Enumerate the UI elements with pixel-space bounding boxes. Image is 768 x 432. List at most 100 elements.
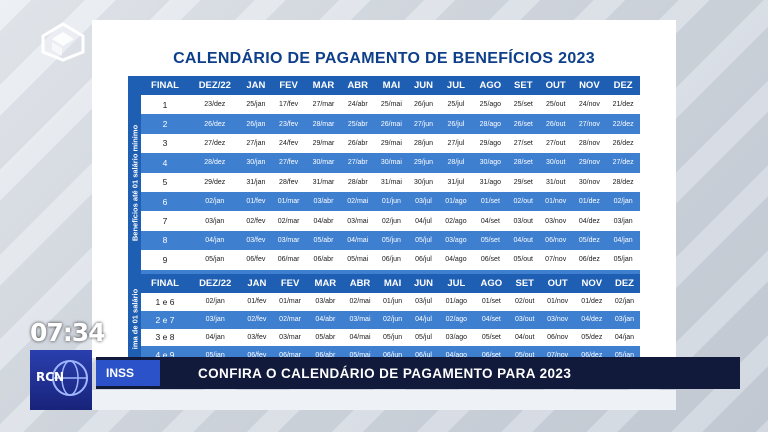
date-cell: 02/ago xyxy=(438,211,474,231)
final-digit-cell: 1 e 6 xyxy=(141,293,189,311)
date-cell: 06/jul xyxy=(408,346,439,358)
date-cell: 27/jan xyxy=(240,133,272,154)
payment-table: FINAL DEZ/22 JAN FEV MAR ABR MAI JUN JUL AGO SET OU… xyxy=(141,274,640,358)
column-header: JAN xyxy=(240,76,272,95)
date-cell: 04/abr xyxy=(307,310,343,329)
date-cell: 28/fev xyxy=(271,172,307,192)
side-label-bar: ima de 01 salário xyxy=(128,274,141,358)
date-cell: 02/mar xyxy=(271,211,307,231)
table-row: 5 29/dez 31/jan 28/fev 31/mar 28/abr 31/mai 30/… xyxy=(141,172,640,192)
date-cell: 03/jul xyxy=(408,191,439,212)
date-cell: 04/jan xyxy=(608,328,640,347)
column-header: OUT xyxy=(538,76,573,95)
date-cell: 05/dez xyxy=(574,328,609,347)
date-cell: 04/ago xyxy=(438,250,474,270)
date-cell: 01/ago xyxy=(438,191,474,212)
date-cell: 03/mai xyxy=(342,310,378,329)
date-cell: 30/out xyxy=(538,153,573,173)
date-cell: 21/dez xyxy=(606,95,640,115)
date-cell: 03/jan xyxy=(606,211,640,231)
date-cell: 02/jun xyxy=(377,310,409,329)
date-cell: 28/nov xyxy=(572,133,607,154)
date-cell: 04/mai xyxy=(342,328,378,347)
date-cell: 31/mar xyxy=(306,172,341,192)
date-cell: 29/set xyxy=(507,172,539,192)
date-cell: 25/jan xyxy=(240,95,272,115)
date-cell: 05/set xyxy=(473,230,508,251)
date-cell: 02/jan xyxy=(606,191,640,212)
final-digit-cell: 3 xyxy=(141,133,189,154)
date-cell: 02/jun xyxy=(374,211,409,231)
date-cell: 05/jan xyxy=(608,346,640,358)
date-cell: 04/jan xyxy=(189,328,242,347)
date-cell: 05/abr xyxy=(306,230,341,251)
date-cell: 29/mar xyxy=(306,133,341,154)
date-cell: 01/nov xyxy=(540,293,575,311)
column-header: DEZ/22 xyxy=(189,76,241,95)
date-cell: 01/mar xyxy=(272,293,308,311)
broadcast-clock: 07:34 xyxy=(30,318,106,347)
column-header: MAR xyxy=(307,274,343,293)
date-cell: 05/abr xyxy=(307,328,343,347)
date-cell: 25/abr xyxy=(340,114,375,134)
column-header: MAR xyxy=(306,76,341,95)
column-header: NOV xyxy=(574,274,609,293)
date-cell: 02/mai xyxy=(342,293,378,311)
date-cell: 31/ago xyxy=(473,172,508,192)
final-digit-cell: 4 e 9 xyxy=(141,346,189,358)
date-cell: 04/jan xyxy=(606,230,640,251)
date-cell: 25/out xyxy=(538,95,573,115)
date-cell: 04/jul xyxy=(408,310,439,329)
date-cell: 05/jun xyxy=(377,328,409,347)
final-digit-cell: 1 xyxy=(141,95,189,115)
table-row: 9 05/jan 06/fev 06/mar 06/abr 05/mai 06/jun 06/… xyxy=(141,250,640,270)
column-header: SET xyxy=(507,76,539,95)
date-cell: 05/out xyxy=(508,346,541,358)
final-digit-cell: 2 xyxy=(141,114,189,134)
date-cell: 26/set xyxy=(507,114,539,134)
date-cell: 02/out xyxy=(507,191,539,212)
column-header: FINAL xyxy=(141,274,189,293)
date-cell: 27/mar xyxy=(306,95,341,115)
final-digit-cell: 3 e 8 xyxy=(141,328,189,347)
date-cell: 05/jul xyxy=(408,230,439,251)
lower-third: INSS CONFIRA O CALENDÁRIO DE PAGAMENTO P… xyxy=(96,357,740,389)
column-header: FEV xyxy=(272,274,308,293)
globe-logo-icon xyxy=(52,360,88,396)
date-cell: 26/dez xyxy=(189,114,241,134)
date-cell: 01/ago xyxy=(438,293,474,311)
date-cell: 26/jan xyxy=(240,114,272,134)
column-header: JUN xyxy=(408,76,439,95)
date-cell: 25/ago xyxy=(473,95,508,115)
table-row: 7 03/jan 02/fev 02/mar 04/abr 03/mai 02/jun 04/… xyxy=(141,211,640,231)
final-digit-cell: 2 e 7 xyxy=(141,310,189,329)
date-cell: 03/jan xyxy=(189,211,241,231)
column-header: AGO xyxy=(473,76,508,95)
side-label-bar: Benefícios até 01 salário mínimo xyxy=(128,76,141,289)
date-cell: 27/fev xyxy=(271,153,307,173)
date-cell: 31/jul xyxy=(438,172,474,192)
date-cell: 06/nov xyxy=(538,230,573,251)
calendar-title-bar: CALENDÁRIO DE PAGAMENTO DE BENEFÍCIOS 20… xyxy=(128,42,640,82)
news-headline: CONFIRA O CALENDÁRIO DE PAGAMENTO PARA 2… xyxy=(198,365,572,381)
column-header: JAN xyxy=(241,274,273,293)
date-cell: 01/fev xyxy=(240,191,272,212)
date-cell: 25/set xyxy=(507,95,539,115)
date-cell: 25/jul xyxy=(438,95,474,115)
date-cell: 05/jun xyxy=(374,230,409,251)
date-cell: 02/jan xyxy=(189,191,241,212)
date-cell: 24/abr xyxy=(340,95,375,115)
side-label: Benefícios até 01 salário mínimo xyxy=(130,124,139,241)
column-header: NOV xyxy=(572,76,607,95)
date-cell: 03/jan xyxy=(189,310,242,329)
date-cell: 03/mai xyxy=(340,211,375,231)
column-header: ABR xyxy=(340,76,375,95)
date-cell: 04/set xyxy=(473,211,508,231)
column-header: FINAL xyxy=(141,76,189,95)
final-digit-cell: 6 xyxy=(141,191,189,212)
table-row: 4 e 9 05/jan 06/fev 06/mar 06/abr 05/mai 06/ju… xyxy=(141,346,640,358)
calendar-table-above-minimum: ima de 01 salário FINAL DEZ/22 JAN FEV MAR AB… xyxy=(128,274,640,358)
date-cell: 01/jun xyxy=(377,293,409,311)
table-row: 3 e 8 04/jan 03/fev 03/mar 05/abr 04/mai 05/ju… xyxy=(141,328,640,347)
date-cell: 02/ago xyxy=(438,310,474,329)
